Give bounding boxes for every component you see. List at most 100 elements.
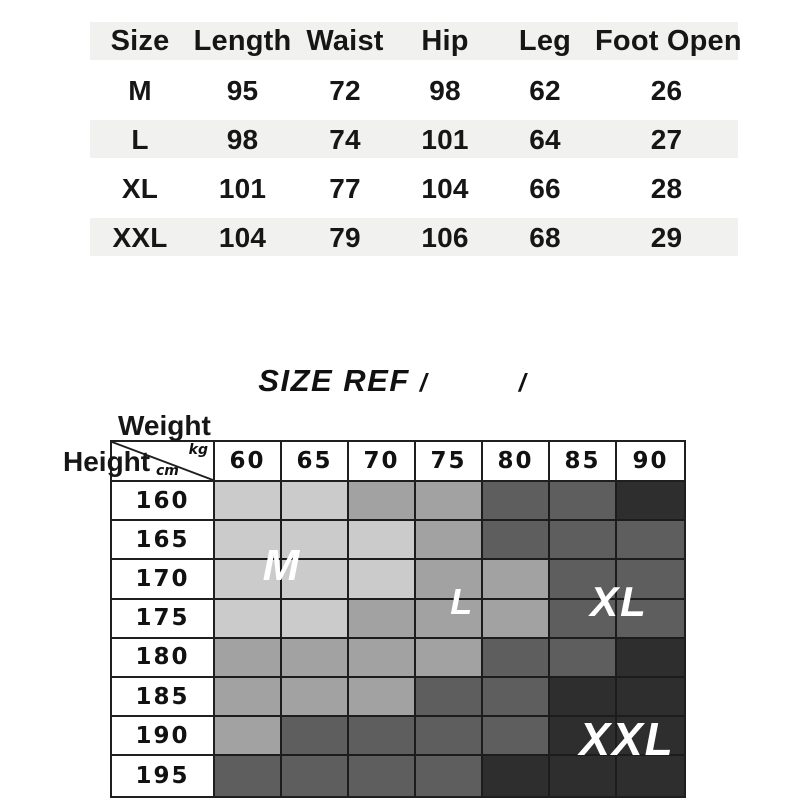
heatmap-cell [416,717,483,757]
heatmap-cell [215,638,282,678]
spec-row: XXL 104 79 106 68 29 [90,213,738,262]
height-axis-label: Height [63,446,151,477]
weight-header-cell: 70 [349,442,416,482]
spec-cell: 66 [529,172,561,204]
heatmap-cell [282,599,349,639]
heatmap-cell [483,599,550,639]
spec-cell: 62 [529,74,561,106]
spec-cell: 27 [650,123,683,155]
heatmap-cell [483,560,550,600]
spec-cell: 101 [218,172,267,204]
heatmap-cell [550,756,617,796]
heatmap-cell [349,521,416,561]
heatmap-cell [215,756,282,796]
heatmap-cell [617,599,684,639]
heatmap-cell [282,638,349,678]
heatmap-cell [550,521,617,561]
heatmap-cell [550,717,617,757]
spec-header-cell: Waist [306,25,384,57]
spec-header-cell: Foot Open [595,25,742,57]
heatmap-cell [416,677,483,718]
spec-cell: 98 [429,74,461,106]
spec-cell: 29 [650,221,683,253]
title-slash-left: / [419,369,427,397]
weight-header-cell: 75 [416,442,483,482]
heatmap-cell [349,638,416,678]
heatmap-cell [282,521,349,561]
spec-cell: 64 [529,123,561,155]
heatmap-cell [617,717,684,757]
spec-cell: 72 [329,74,361,106]
heatmap-cell [349,756,416,796]
spec-cell: 77 [329,172,361,204]
heatmap-cell [416,521,483,561]
height-header-cell: 185 [112,677,215,718]
heatmap-cell [215,717,282,757]
spec-cell: 79 [329,221,361,253]
spec-cell: 26 [650,74,683,106]
measurement-table: Size Length Waist Hip Leg Foot Open M 95 72 98 62 2… [90,17,742,262]
heatmap-cell [416,482,483,522]
spec-cell: 74 [329,123,361,155]
spec-cell: 98 [226,123,259,155]
heatmap-cell [617,677,684,718]
weight-header-cell: 65 [282,442,349,482]
spec-header-cell: Size [110,25,170,57]
heatmap-cell [215,677,282,718]
heatmap-cell [550,560,617,600]
spec-row: XL 101 77 104 66 28 [90,164,738,213]
heatmap-cell [483,482,550,522]
spec-cell: 104 [218,221,267,253]
spec-row: M 95 72 98 62 26 [90,66,738,115]
heatmap-cell [617,521,684,561]
spec-cell: XL [121,172,159,204]
heatmap-cell [282,756,349,796]
spec-row: L 98 74 101 64 27 [90,115,738,164]
heatmap-cell [282,677,349,718]
heatmap-cell [416,638,483,678]
heatmap-cell [550,599,617,639]
weight-header-cell: 60 [215,442,282,482]
heatmap-cell [416,599,483,639]
size-ref-title: SIZE REF / / [0,363,792,399]
spec-header-row: Size Length Waist Hip Leg Foot Open [90,17,742,66]
heatmap-cell [617,638,684,678]
axis-corner-cell: kg cm [112,442,215,482]
weight-header-cell: 85 [550,442,617,482]
height-header-cell: 160 [112,482,215,522]
spec-header-cell: Hip [421,25,469,57]
spec-cell: 101 [421,123,469,155]
heatmap-cell [349,599,416,639]
height-unit-label: cm [156,463,179,479]
heatmap-cell [483,677,550,718]
spec-header-cell: Leg [518,25,572,57]
size-ref-title-text: SIZE REF [258,363,410,398]
heatmap-cell [282,560,349,600]
heatmap-cell [483,717,550,757]
heatmap-cell [282,482,349,522]
spec-cell: M [128,74,152,106]
weight-header-cell: 90 [617,442,684,482]
spec-cell: 68 [529,221,561,253]
height-header-cell: 180 [112,638,215,678]
heatmap-cell [550,638,617,678]
heatmap-cell [617,756,684,796]
weight-unit-label: kg [188,442,208,458]
spec-cell: 95 [226,74,259,106]
heatmap-cell [416,560,483,600]
heatmap-cell [617,560,684,600]
heatmap-cell [349,717,416,757]
weight-axis-label: Weight [118,410,211,441]
height-header-cell: 175 [112,599,215,639]
height-header-cell: 165 [112,521,215,561]
height-header-cell: 190 [112,717,215,757]
heatmap-cell [483,638,550,678]
weight-header-cell: 80 [483,442,550,482]
diagonal-divider-line [112,442,213,480]
heatmap-cell [215,521,282,561]
heatmap-cell [215,560,282,600]
heatmap-cell [483,521,550,561]
spec-cell: XXL [112,221,168,253]
spec-header-cell: Length [193,25,292,57]
heatmap-cell [550,677,617,718]
